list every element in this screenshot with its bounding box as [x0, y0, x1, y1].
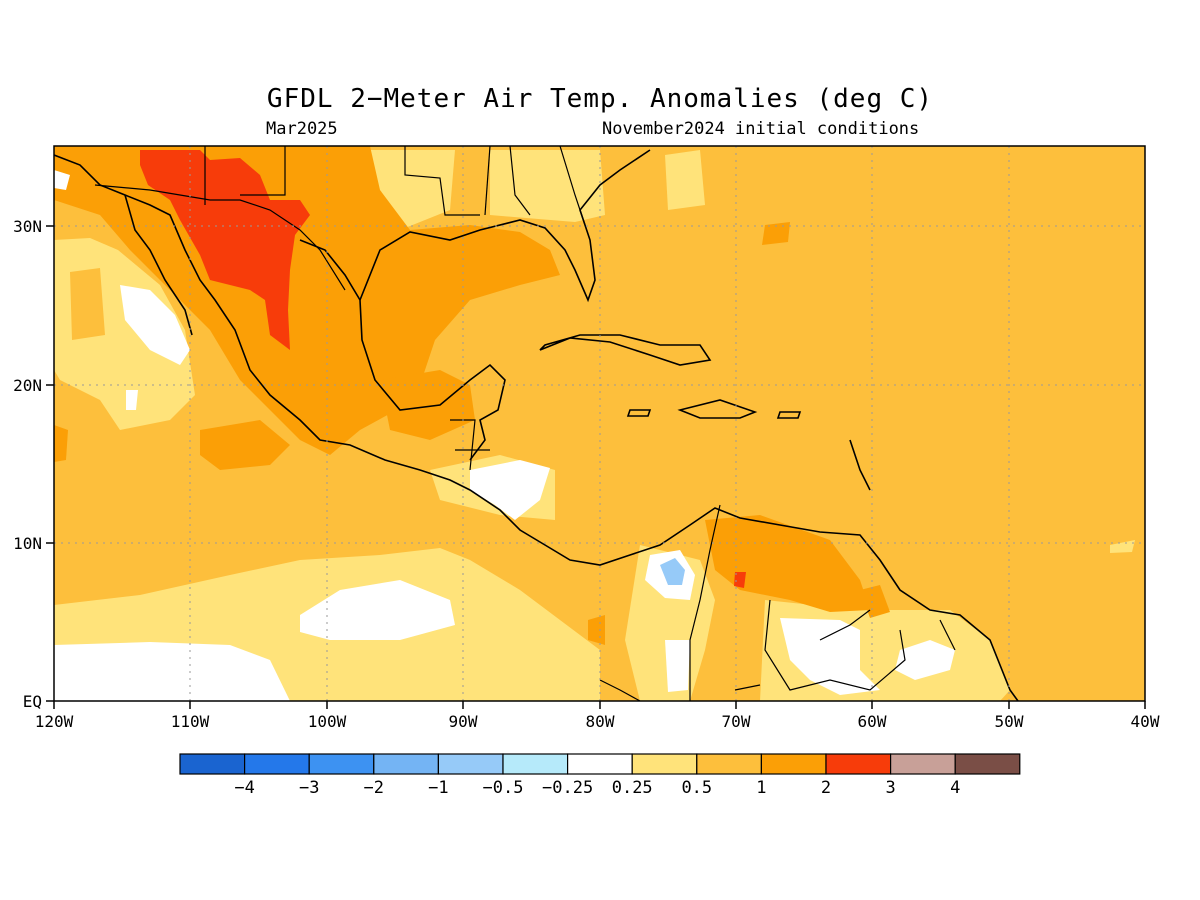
- lon-label-60w: 60W: [858, 712, 887, 731]
- colorbar-swatch: [954, 753, 1021, 775]
- colorbar-swatch: [502, 753, 569, 775]
- lon-label-70w: 70W: [722, 712, 751, 731]
- moderate-anomaly-regions: [54, 146, 890, 645]
- colorbar-swatch: [696, 753, 762, 775]
- colorbar-swatch: [631, 753, 698, 775]
- colorbar-swatch: [437, 753, 504, 775]
- colorbar-swatch: [825, 753, 892, 775]
- graticule: [54, 146, 1145, 701]
- lon-label-120w: 120W: [35, 712, 74, 731]
- map-title: GFDL 2−Meter Air Temp. Anomalies (deg C): [266, 84, 934, 114]
- colorbar-label: 4: [950, 778, 960, 798]
- map-plot-area: [54, 146, 1145, 701]
- colorbar-swatches: [179, 753, 1021, 775]
- lat-label-30n: 30N: [13, 217, 42, 236]
- lon-label-80w: 80W: [586, 712, 615, 731]
- lon-label-40w: 40W: [1131, 712, 1160, 731]
- colorbar-swatch: [179, 753, 246, 775]
- colorbar-swatch: [889, 753, 956, 775]
- lon-label-90w: 90W: [449, 712, 478, 731]
- colorbar-label: 0.5: [681, 778, 712, 798]
- lon-label-100w: 100W: [308, 712, 347, 731]
- colorbar-label: −4: [234, 778, 254, 798]
- colorbar-label: 2: [821, 778, 831, 798]
- political-boundaries: [94, 146, 956, 701]
- latitude-labels: EQ 10N 20N 30N: [13, 217, 42, 711]
- colorbar-label: 0.25: [612, 778, 653, 798]
- colorbar-label: −1: [428, 778, 448, 798]
- colorbar-label: 1: [756, 778, 766, 798]
- colorbar-labels: −4 −3 −2 −1 −0.5 −0.25 0.25 0.5 1 2 3 4: [234, 778, 960, 798]
- colorbar-label: −2: [364, 778, 384, 798]
- colorbar-swatch: [760, 753, 827, 775]
- longitude-labels: 120W 110W 100W 90W 80W 70W 60W 50W 40W: [35, 712, 1160, 731]
- colorbar-swatch: [566, 753, 633, 775]
- lat-label-10n: 10N: [13, 534, 42, 553]
- strong-anomaly-regions: [140, 150, 746, 588]
- colorbar-swatch: [308, 753, 375, 775]
- colorbar-label: −0.25: [542, 778, 593, 798]
- lat-label-20n: 20N: [13, 376, 42, 395]
- colorbar-label: −3: [299, 778, 319, 798]
- colorbar-label: −0.5: [483, 778, 524, 798]
- lat-label-eq: EQ: [23, 692, 42, 711]
- lon-label-50w: 50W: [995, 712, 1024, 731]
- negative-anomaly-region: [660, 558, 685, 585]
- colorbar-label: 3: [885, 778, 895, 798]
- colorbar-swatch: [244, 753, 310, 775]
- axis-ticks: [46, 225, 1146, 709]
- colorbar-swatch: [373, 753, 439, 775]
- valid-month-label: Mar2025: [266, 119, 338, 139]
- lon-label-110w: 110W: [171, 712, 210, 731]
- near-zero-regions: [54, 170, 955, 701]
- colorbar: −4 −3 −2 −1 −0.5 −0.25 0.25 0.5 1 2 3 4: [179, 753, 1021, 798]
- init-conditions-label: November2024 initial conditions: [602, 119, 920, 139]
